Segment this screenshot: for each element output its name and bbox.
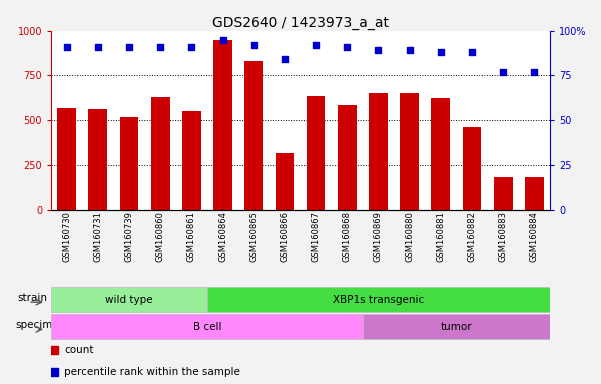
Point (405, 47, 415, 53)
Text: XBP1s transgenic: XBP1s transgenic (333, 295, 424, 305)
Bar (88, 109, 107, 210)
Point (467, 49, 477, 55)
Bar (338, 105, 356, 210)
Text: B cell: B cell (193, 322, 221, 332)
Bar (245, 61, 263, 210)
Point (249, 42, 258, 48)
Point (186, 44, 196, 50)
Bar (363, 314, 550, 339)
Point (374, 47, 383, 53)
Bar (57, 108, 76, 210)
Point (498, 69, 508, 75)
Point (124, 44, 134, 50)
Bar (276, 153, 294, 210)
Title: GDS2640 / 1423973_a_at: GDS2640 / 1423973_a_at (212, 16, 389, 30)
Point (280, 56, 290, 63)
Bar (213, 40, 232, 210)
Bar (369, 93, 388, 210)
Text: specimen: specimen (16, 321, 66, 331)
Text: percentile rank within the sample: percentile rank within the sample (64, 367, 240, 377)
Bar (151, 97, 169, 210)
Bar (51, 287, 207, 312)
Text: strain: strain (18, 293, 48, 303)
Point (218, 36, 227, 43)
Bar (182, 111, 201, 210)
Point (343, 44, 352, 50)
Text: tumor: tumor (441, 322, 472, 332)
Bar (51, 314, 363, 339)
Point (93, 44, 103, 50)
Point (529, 69, 539, 75)
Bar (525, 177, 544, 210)
Bar (307, 96, 326, 210)
Bar (400, 93, 419, 210)
Bar (432, 98, 450, 210)
Text: wild type: wild type (105, 295, 153, 305)
Point (156, 44, 165, 50)
Text: count: count (64, 345, 94, 355)
Bar (494, 177, 513, 210)
Point (62, 44, 72, 50)
Bar (120, 117, 138, 210)
Point (311, 42, 321, 48)
Bar (463, 127, 481, 210)
Point (436, 49, 445, 55)
Bar (207, 287, 550, 312)
